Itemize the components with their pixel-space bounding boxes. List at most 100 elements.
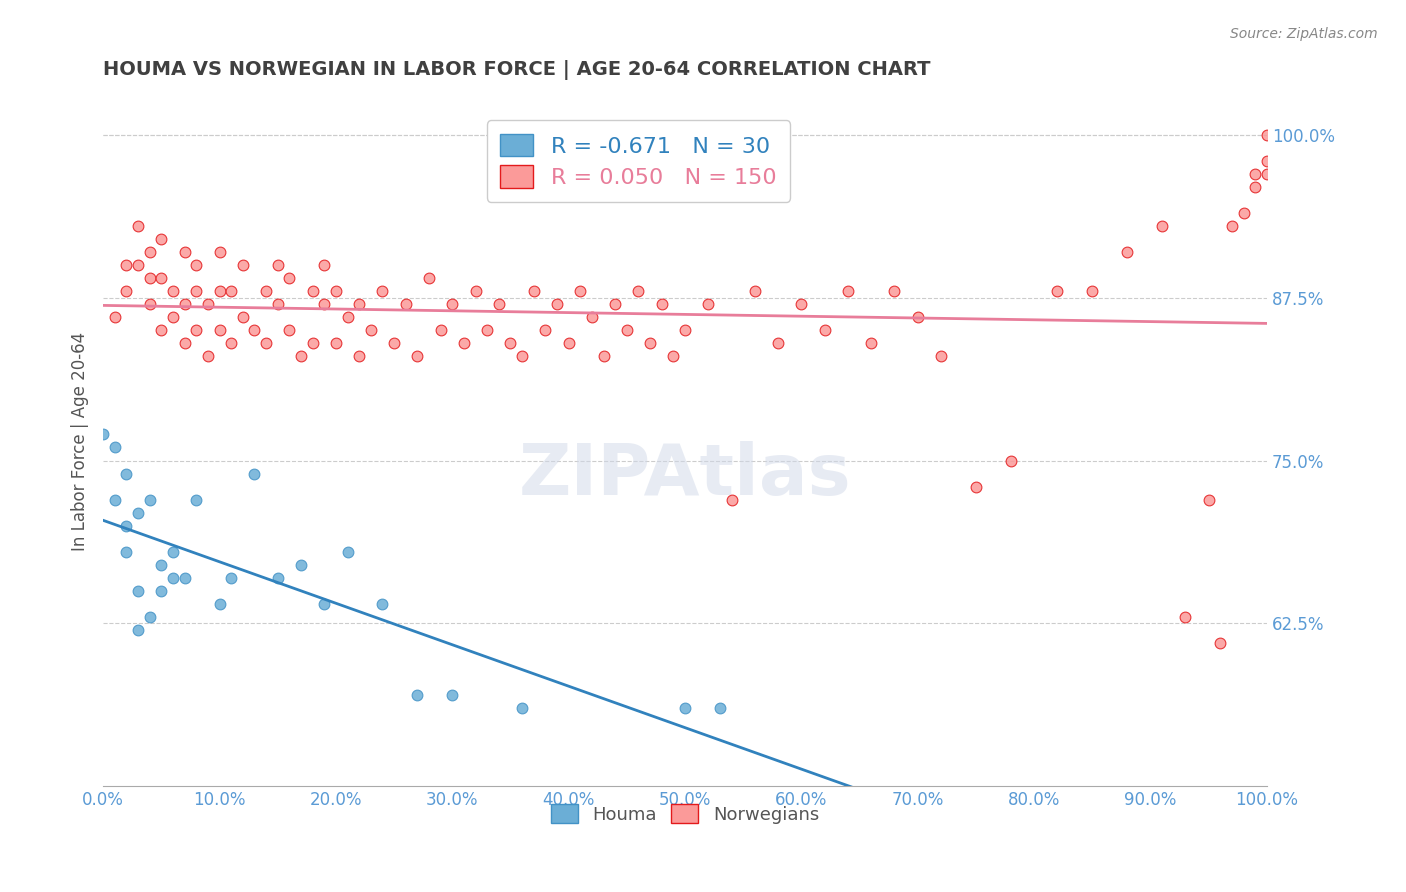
Point bbox=[907, 310, 929, 324]
Point bbox=[186, 323, 208, 337]
Point bbox=[837, 284, 859, 298]
Point bbox=[534, 323, 557, 337]
Point bbox=[127, 583, 149, 598]
Point bbox=[360, 323, 382, 337]
Point bbox=[592, 349, 614, 363]
Text: Source: ZipAtlas.com: Source: ZipAtlas.com bbox=[1230, 27, 1378, 41]
Point bbox=[115, 518, 138, 533]
Point bbox=[91, 427, 114, 442]
Point bbox=[546, 297, 568, 311]
Point bbox=[581, 310, 603, 324]
Point bbox=[1220, 219, 1243, 233]
Point bbox=[605, 297, 627, 311]
Point bbox=[115, 467, 138, 481]
Point bbox=[243, 467, 266, 481]
Point bbox=[766, 336, 789, 351]
Point bbox=[115, 258, 138, 272]
Point bbox=[569, 284, 592, 298]
Point bbox=[127, 258, 149, 272]
Point bbox=[301, 284, 323, 298]
Point bbox=[1081, 284, 1104, 298]
Point bbox=[1256, 128, 1278, 142]
Point bbox=[371, 597, 394, 611]
Point bbox=[301, 336, 323, 351]
Point bbox=[1152, 219, 1174, 233]
Point bbox=[219, 336, 242, 351]
Point bbox=[1209, 636, 1232, 650]
Point bbox=[186, 492, 208, 507]
Point bbox=[290, 349, 312, 363]
Point bbox=[278, 271, 301, 285]
Point bbox=[673, 701, 696, 715]
Point bbox=[336, 545, 359, 559]
Point bbox=[162, 545, 184, 559]
Point bbox=[104, 310, 127, 324]
Point bbox=[860, 336, 883, 351]
Point bbox=[814, 323, 837, 337]
Point bbox=[557, 336, 579, 351]
Point bbox=[208, 597, 231, 611]
Point bbox=[173, 244, 195, 259]
Point bbox=[138, 610, 160, 624]
Point bbox=[1000, 453, 1022, 467]
Point bbox=[1198, 492, 1220, 507]
Point bbox=[173, 571, 195, 585]
Point bbox=[347, 297, 370, 311]
Point bbox=[371, 284, 394, 298]
Point bbox=[673, 323, 696, 337]
Point bbox=[709, 701, 731, 715]
Point bbox=[453, 336, 475, 351]
Point bbox=[1046, 284, 1069, 298]
Point bbox=[219, 571, 242, 585]
Point bbox=[243, 323, 266, 337]
Point bbox=[406, 688, 429, 702]
Point bbox=[290, 558, 312, 572]
Point bbox=[208, 323, 231, 337]
Point bbox=[138, 244, 160, 259]
Point bbox=[150, 558, 173, 572]
Point bbox=[162, 571, 184, 585]
Point bbox=[1244, 167, 1267, 181]
Text: ZIPAtlas: ZIPAtlas bbox=[519, 441, 851, 510]
Point bbox=[173, 336, 195, 351]
Point bbox=[1233, 206, 1256, 220]
Point bbox=[1116, 244, 1139, 259]
Point bbox=[441, 297, 464, 311]
Point bbox=[382, 336, 405, 351]
Point bbox=[208, 244, 231, 259]
Point bbox=[662, 349, 685, 363]
Point bbox=[127, 623, 149, 637]
Point bbox=[1256, 153, 1278, 168]
Point bbox=[883, 284, 905, 298]
Point bbox=[162, 310, 184, 324]
Point bbox=[720, 492, 742, 507]
Point bbox=[651, 297, 673, 311]
Point bbox=[1244, 179, 1267, 194]
Point bbox=[150, 271, 173, 285]
Point bbox=[197, 349, 219, 363]
Point bbox=[267, 258, 290, 272]
Point bbox=[150, 232, 173, 246]
Point bbox=[790, 297, 813, 311]
Point bbox=[325, 284, 347, 298]
Point bbox=[697, 297, 720, 311]
Point bbox=[150, 583, 173, 598]
Y-axis label: In Labor Force | Age 20-64: In Labor Force | Age 20-64 bbox=[72, 332, 89, 550]
Point bbox=[965, 480, 987, 494]
Point bbox=[267, 297, 290, 311]
Point bbox=[278, 323, 301, 337]
Point bbox=[406, 349, 429, 363]
Point bbox=[267, 571, 290, 585]
Point bbox=[127, 219, 149, 233]
Point bbox=[197, 297, 219, 311]
Point bbox=[104, 492, 127, 507]
Point bbox=[138, 297, 160, 311]
Point bbox=[186, 284, 208, 298]
Point bbox=[150, 323, 173, 337]
Point bbox=[429, 323, 451, 337]
Point bbox=[325, 336, 347, 351]
Point bbox=[418, 271, 440, 285]
Point bbox=[232, 310, 254, 324]
Point bbox=[744, 284, 766, 298]
Point bbox=[929, 349, 952, 363]
